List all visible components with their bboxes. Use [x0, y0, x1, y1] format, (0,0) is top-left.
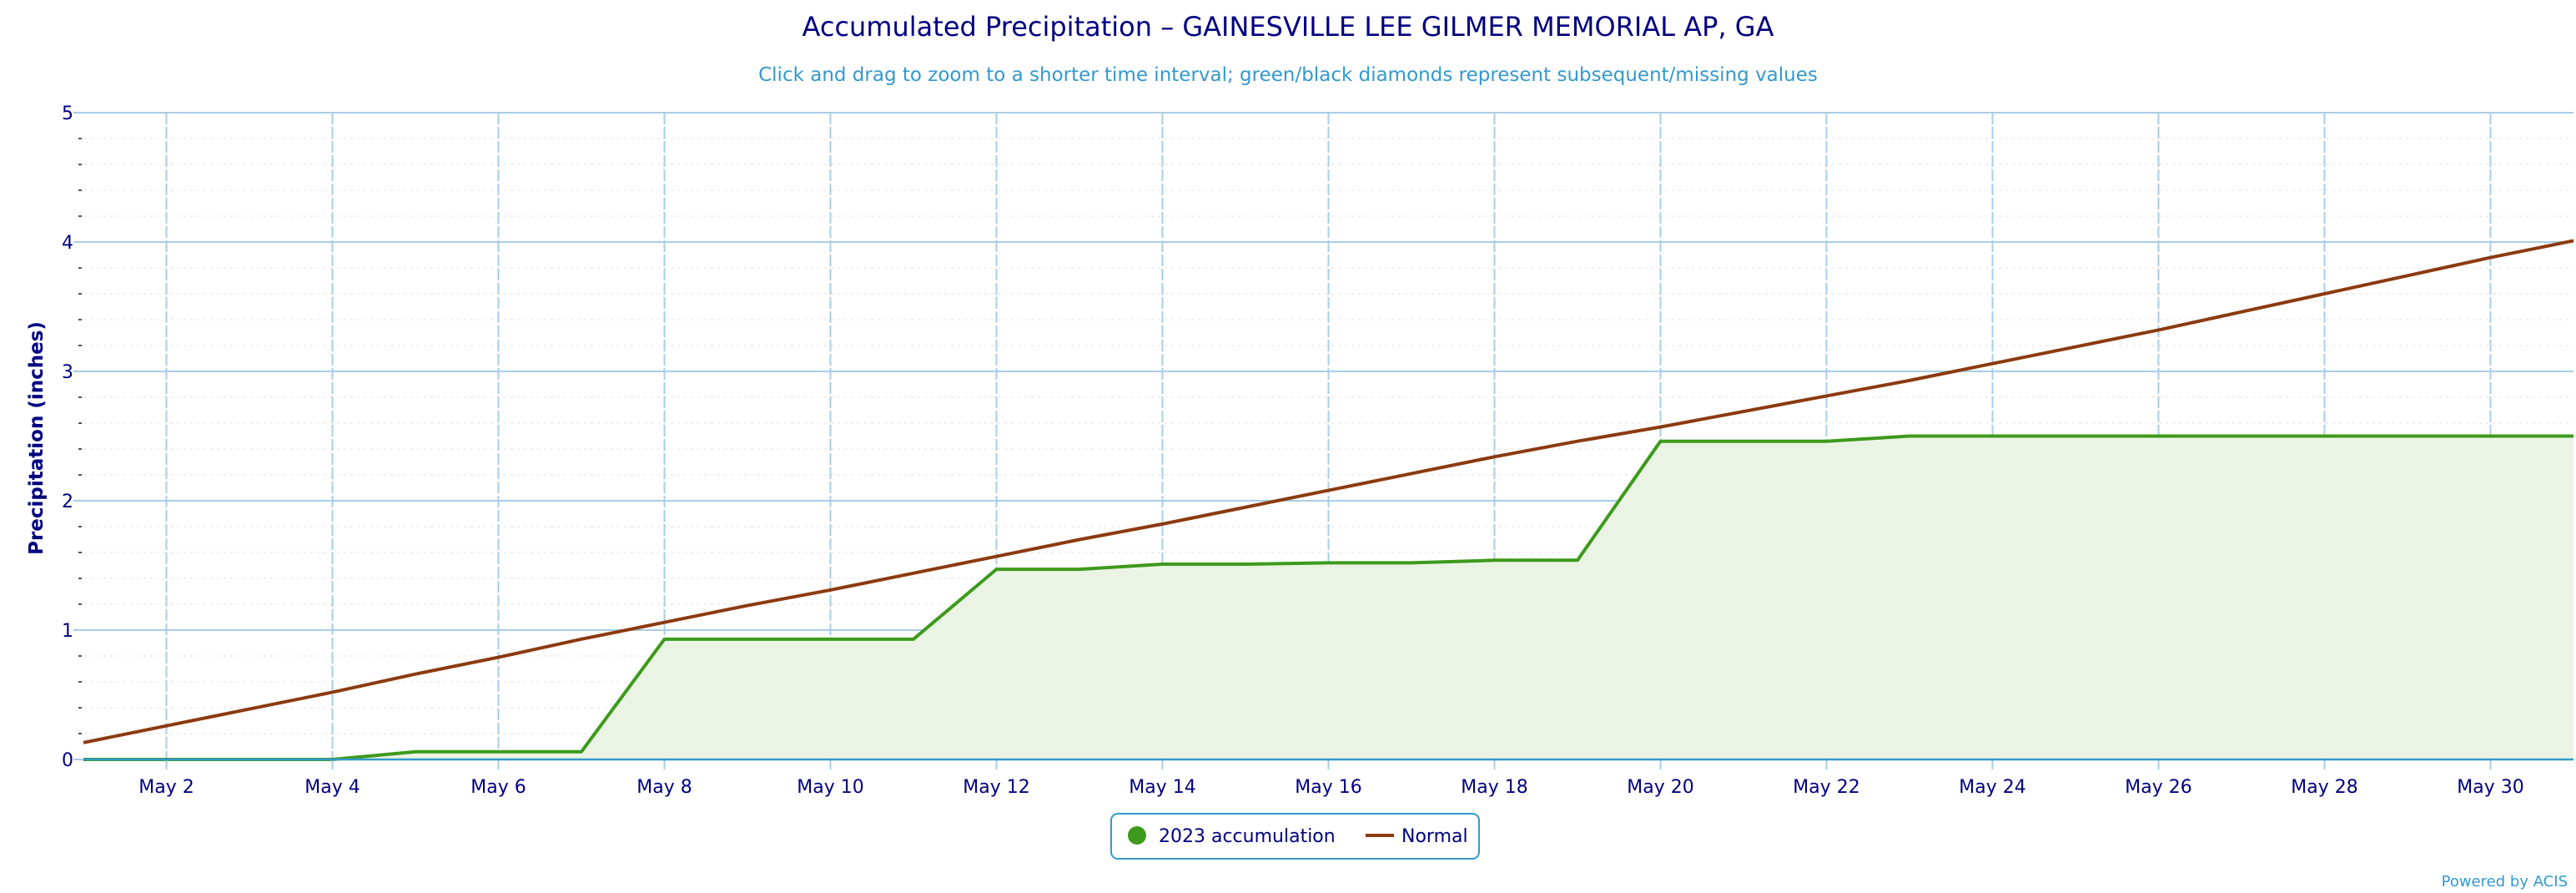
legend-label-accumulation: 2023 accumulation	[1159, 826, 1336, 847]
accumulation-point[interactable]	[2320, 431, 2330, 441]
y-tick-label: 3	[62, 362, 73, 383]
normal-point[interactable]	[576, 634, 586, 644]
accumulation-point[interactable]	[992, 564, 1002, 574]
y-tick-label: 4	[62, 233, 73, 254]
legend-item-2023-accumulation[interactable]: 2023 accumulation	[1128, 826, 1336, 847]
y-tick-label: 1	[62, 621, 73, 642]
x-tick-label: May 2	[138, 777, 194, 798]
normal-line[interactable]	[83, 239, 2574, 744]
normal-point[interactable]	[78, 738, 88, 748]
legend-label-normal: Normal	[1401, 826, 1468, 847]
normal-point[interactable]	[826, 585, 836, 595]
normal-point[interactable]	[2236, 307, 2246, 317]
normal-point[interactable]	[2070, 342, 2080, 352]
accumulation-point[interactable]	[1324, 557, 1334, 568]
normal-point[interactable]	[1656, 422, 1666, 432]
accumulation-point[interactable]	[2236, 431, 2246, 441]
y-tick-label: 2	[62, 492, 73, 512]
x-tick-label: May 24	[1959, 777, 2025, 798]
accumulation-point[interactable]	[2486, 431, 2496, 441]
normal-point[interactable]	[1074, 535, 1084, 545]
normal-point[interactable]	[1988, 359, 1998, 369]
accumulation-point[interactable]	[410, 747, 420, 757]
normal-point[interactable]	[1904, 376, 1914, 386]
accumulation-point[interactable]	[1406, 557, 1416, 568]
chart-subtitle: Click and drag to zoom to a shorter time…	[758, 64, 1818, 86]
normal-point[interactable]	[1406, 468, 1416, 478]
accumulation-point[interactable]	[742, 634, 752, 644]
x-tick-label: May 10	[797, 777, 863, 798]
accumulation-point[interactable]	[1738, 436, 1748, 446]
legend-marker-accumulation	[1128, 826, 1146, 845]
legend-box	[1110, 813, 1480, 860]
accumulation-point[interactable]	[2154, 431, 2164, 441]
credit-link[interactable]: Powered by ACIS	[2442, 873, 2568, 890]
normal-point[interactable]	[2486, 253, 2496, 263]
normal-point[interactable]	[1738, 406, 1748, 416]
legend[interactable]: 2023 accumulation Normal	[1110, 813, 1480, 860]
axis-layer: 0 1 2 3 4 5 May 2 May 4 May 6 May 8 May 10 May 12 Ma…	[62, 103, 2573, 798]
normal-point[interactable]	[992, 552, 1002, 562]
y-axis-title: Precipitation (inches)	[26, 321, 48, 555]
series-layer	[78, 239, 2574, 761]
x-tick-label: May 20	[1627, 777, 1693, 798]
accumulation-point[interactable]	[1240, 559, 1250, 569]
accumulation-point[interactable]	[576, 747, 586, 757]
normal-point[interactable]	[2320, 289, 2330, 299]
x-tick-label: May 26	[2125, 777, 2191, 798]
normal-point[interactable]	[1324, 486, 1334, 496]
x-tick-label: May 4	[304, 777, 360, 798]
chart-title: Accumulated Precipitation – GAINESVILLE …	[802, 11, 1774, 43]
accumulation-point[interactable]	[826, 634, 836, 644]
x-tick-label: May 28	[2291, 777, 2357, 798]
accumulation-point[interactable]	[1158, 559, 1168, 569]
normal-point[interactable]	[244, 704, 254, 714]
normal-point[interactable]	[2154, 325, 2164, 335]
normal-point[interactable]	[1158, 519, 1168, 529]
accumulation-point[interactable]	[2402, 431, 2412, 441]
normal-point[interactable]	[1490, 452, 1500, 462]
x-tick-label: May 16	[1295, 777, 1361, 798]
normal-point[interactable]	[162, 721, 172, 731]
x-tick-label: May 22	[1793, 777, 1859, 798]
accumulation-point[interactable]	[1904, 431, 1914, 441]
x-tick-label: May 14	[1129, 777, 1195, 798]
normal-point[interactable]	[1572, 436, 1582, 446]
accumulation-point[interactable]	[1074, 564, 1084, 574]
normal-point[interactable]	[908, 568, 918, 578]
accumulation-point[interactable]	[660, 634, 670, 644]
accumulation-line[interactable]	[83, 434, 2573, 761]
normal-point[interactable]	[494, 653, 504, 663]
accumulation-point[interactable]	[908, 634, 918, 644]
accumulation-point[interactable]	[1656, 436, 1666, 446]
normal-point[interactable]	[660, 618, 670, 628]
accumulation-point[interactable]	[1490, 555, 1500, 565]
accumulation-point[interactable]	[494, 747, 504, 757]
legend-item-normal[interactable]: Normal	[1366, 826, 1468, 847]
normal-point[interactable]	[742, 601, 752, 611]
normal-point[interactable]	[410, 669, 420, 679]
x-tick-label: May 30	[2457, 777, 2523, 798]
accumulation-point[interactable]	[1572, 555, 1582, 565]
normal-point[interactable]	[1240, 502, 1250, 512]
accumulation-point[interactable]	[1822, 436, 1832, 446]
y-tick-label: 0	[62, 750, 73, 771]
x-tick-label: May 8	[636, 777, 692, 798]
x-tick-label: May 6	[470, 777, 526, 798]
y-tick-label: 5	[62, 103, 73, 124]
normal-point[interactable]	[328, 687, 338, 697]
normal-point[interactable]	[1822, 391, 1832, 401]
accumulation-point[interactable]	[2070, 431, 2080, 441]
accumulation-area	[83, 436, 2573, 759]
normal-point[interactable]	[2402, 270, 2412, 280]
x-tick-label: May 12	[963, 777, 1029, 798]
x-tick-label: May 18	[1461, 777, 1527, 798]
accumulation-point[interactable]	[1988, 431, 1998, 441]
